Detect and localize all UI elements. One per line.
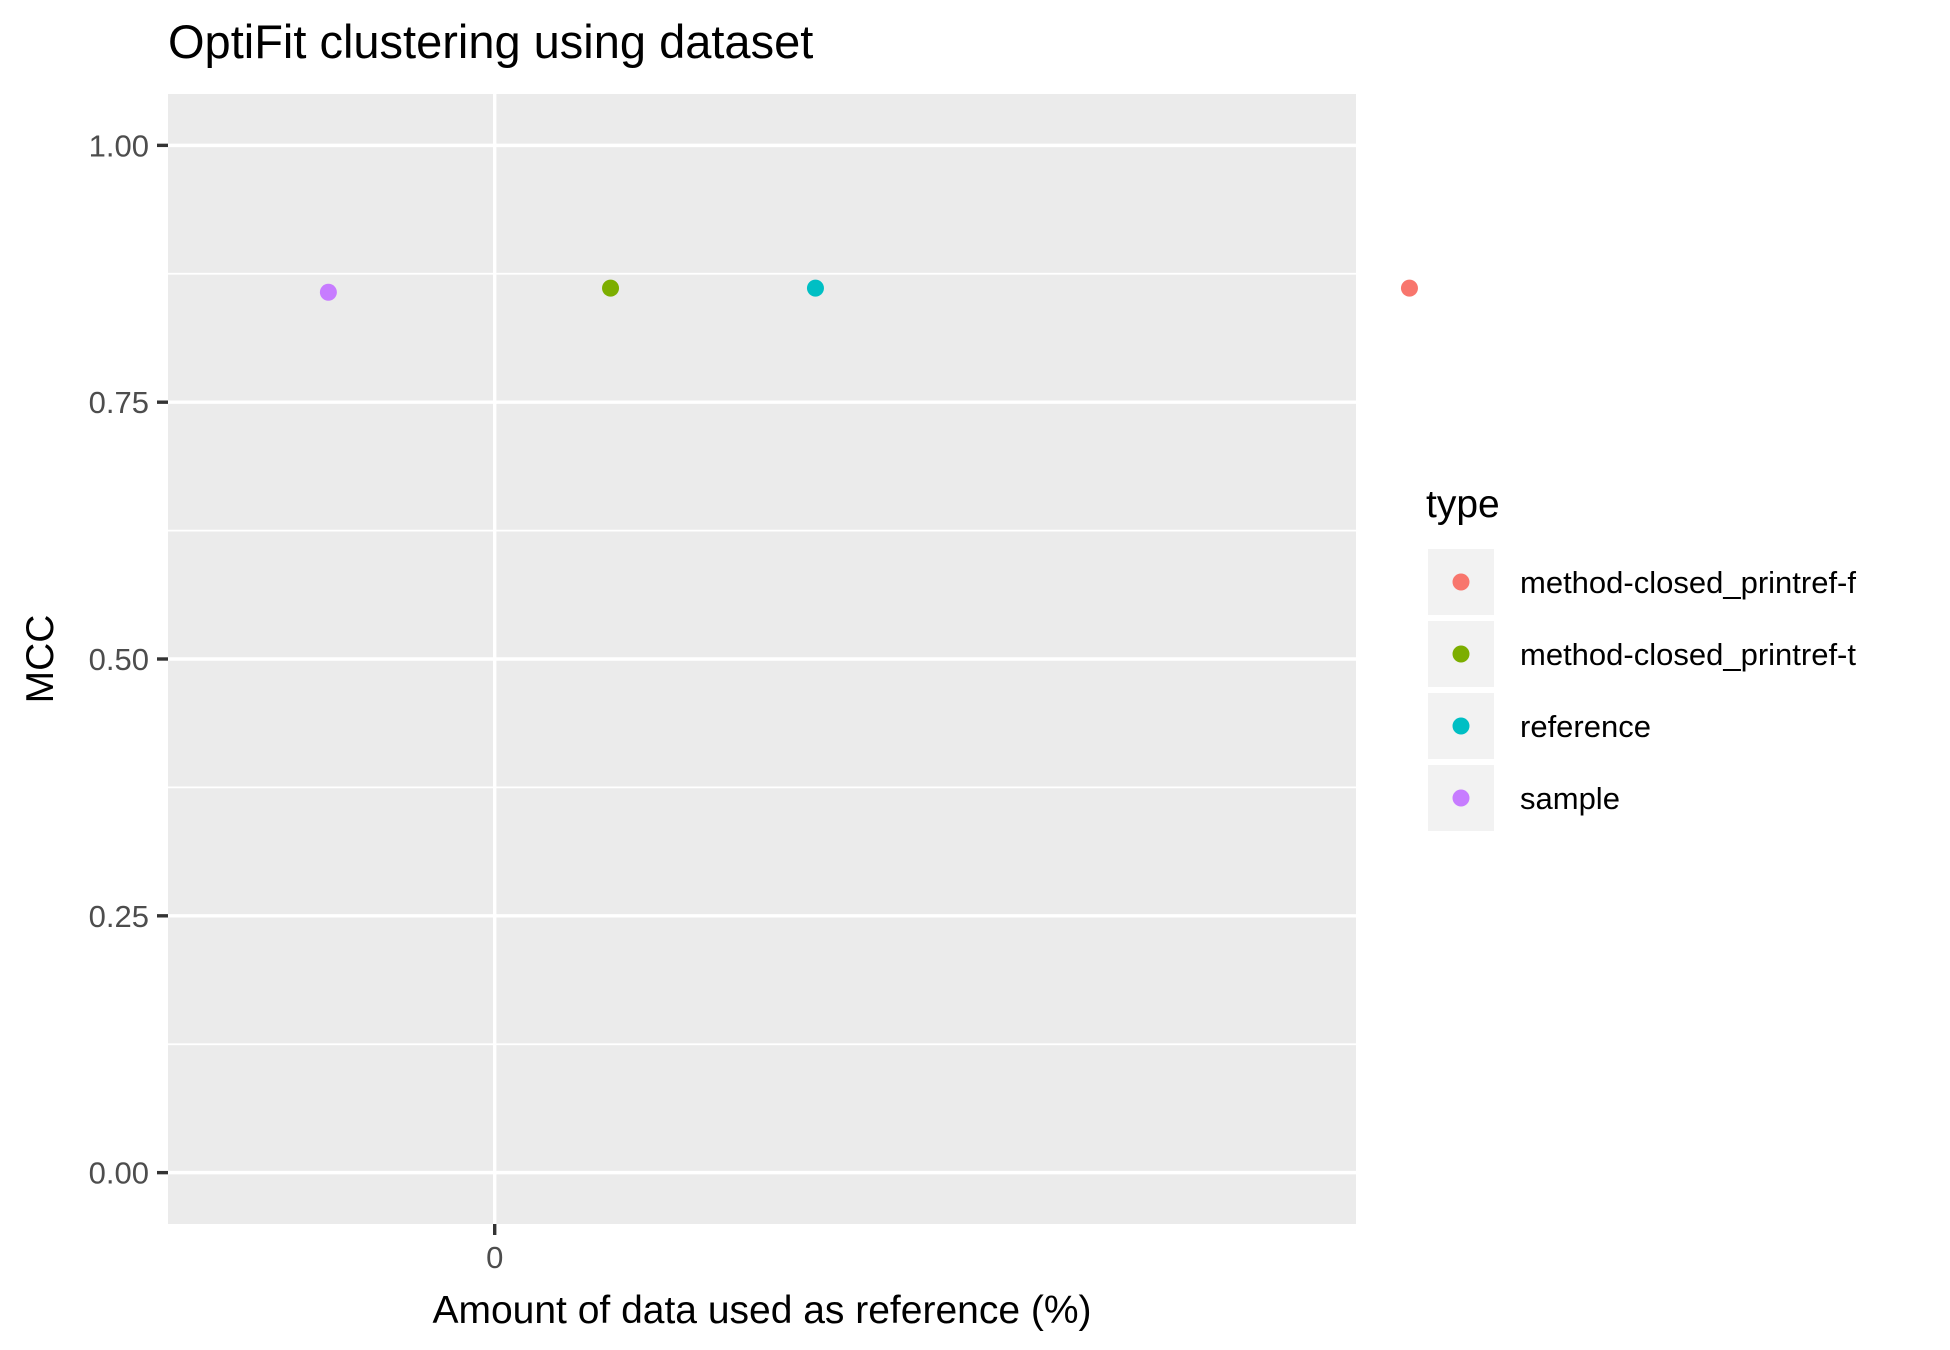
legend-label: method-closed_printref-t (1520, 637, 1856, 672)
x-axis: 0 (486, 1224, 503, 1275)
data-points (319, 279, 1418, 301)
y-tick-label: 0.25 (89, 899, 149, 934)
data-point-method-closed_printref-f (1400, 279, 1418, 297)
legend-title: type (1426, 483, 1500, 526)
data-point-reference (806, 279, 824, 297)
legend: type method-closed_printref-f method-clos… (1426, 483, 1856, 831)
legend-key-marker (1452, 645, 1470, 663)
data-point-sample (319, 283, 337, 301)
y-axis: 0.00 0.25 0.50 0.75 1.00 (89, 128, 168, 1191)
y-axis-title: MCC (19, 615, 62, 704)
legend-label: method-closed_printref-f (1520, 565, 1856, 600)
legend-key-marker (1452, 789, 1470, 807)
y-tick-label: 1.00 (89, 128, 149, 163)
minor-gridlines (168, 272, 1356, 1046)
x-axis-title: Amount of data used as reference (%) (432, 1289, 1091, 1332)
legend-label: reference (1520, 709, 1651, 744)
y-tick-label: 0.75 (89, 385, 149, 420)
y-tick-label: 0.50 (89, 642, 149, 677)
legend-label: sample (1520, 781, 1620, 816)
chart-title: OptiFit clustering using dataset (168, 15, 813, 68)
legend-key-marker (1452, 573, 1470, 591)
y-tick-label: 0.00 (89, 1156, 149, 1191)
major-gridlines (168, 94, 1356, 1224)
data-point-method-closed_printref-t (602, 279, 620, 297)
x-tick-label: 0 (486, 1240, 503, 1275)
legend-key-marker (1452, 717, 1470, 735)
